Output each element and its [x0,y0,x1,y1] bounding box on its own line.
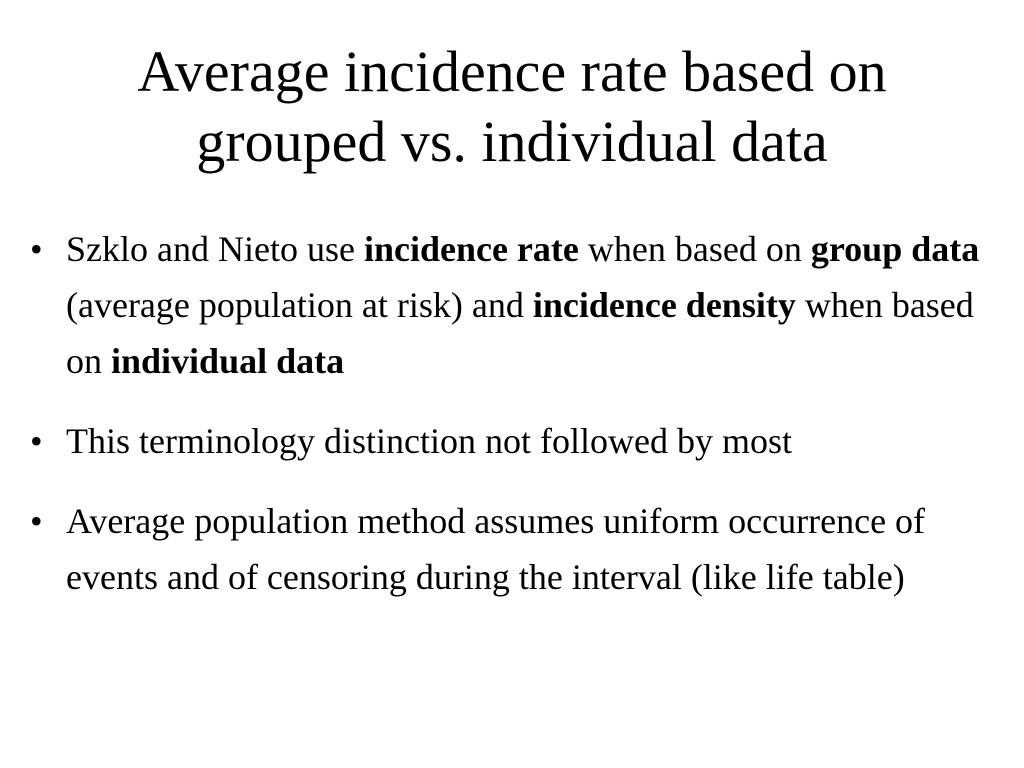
bullet-marker: • [30,421,43,461]
bold-text: individual data [111,341,345,381]
bold-text: incidence density [532,285,796,325]
bullet-list: • Szklo and Nieto use incidence rate when… [30,221,1010,629]
text-run: when based on [66,285,974,381]
title-line: grouped vs. individual data [196,109,828,174]
bold-text: group data [810,229,980,269]
text-run: when based on [578,229,811,269]
text-run: Average population method assumes unifor… [66,501,926,597]
bold-text: incidence rate [363,229,579,269]
bullet-item: • This terminology distinction not follow… [30,413,1010,469]
bullet-item: • Average population method assumes unifo… [30,493,1010,605]
bullet-item: • Szklo and Nieto use incidence rate when… [30,221,1010,389]
bullet-marker: • [30,229,43,269]
text-run: This terminology distinction not followe… [66,421,792,461]
slide-title: Average incidence rate based on grouped v… [0,37,1024,177]
bullet-marker: • [30,501,43,541]
title-line: Average incidence rate based on [137,39,887,104]
text-run: (average population at risk) and [66,285,533,325]
text-run: Szklo and Nieto use [66,229,364,269]
